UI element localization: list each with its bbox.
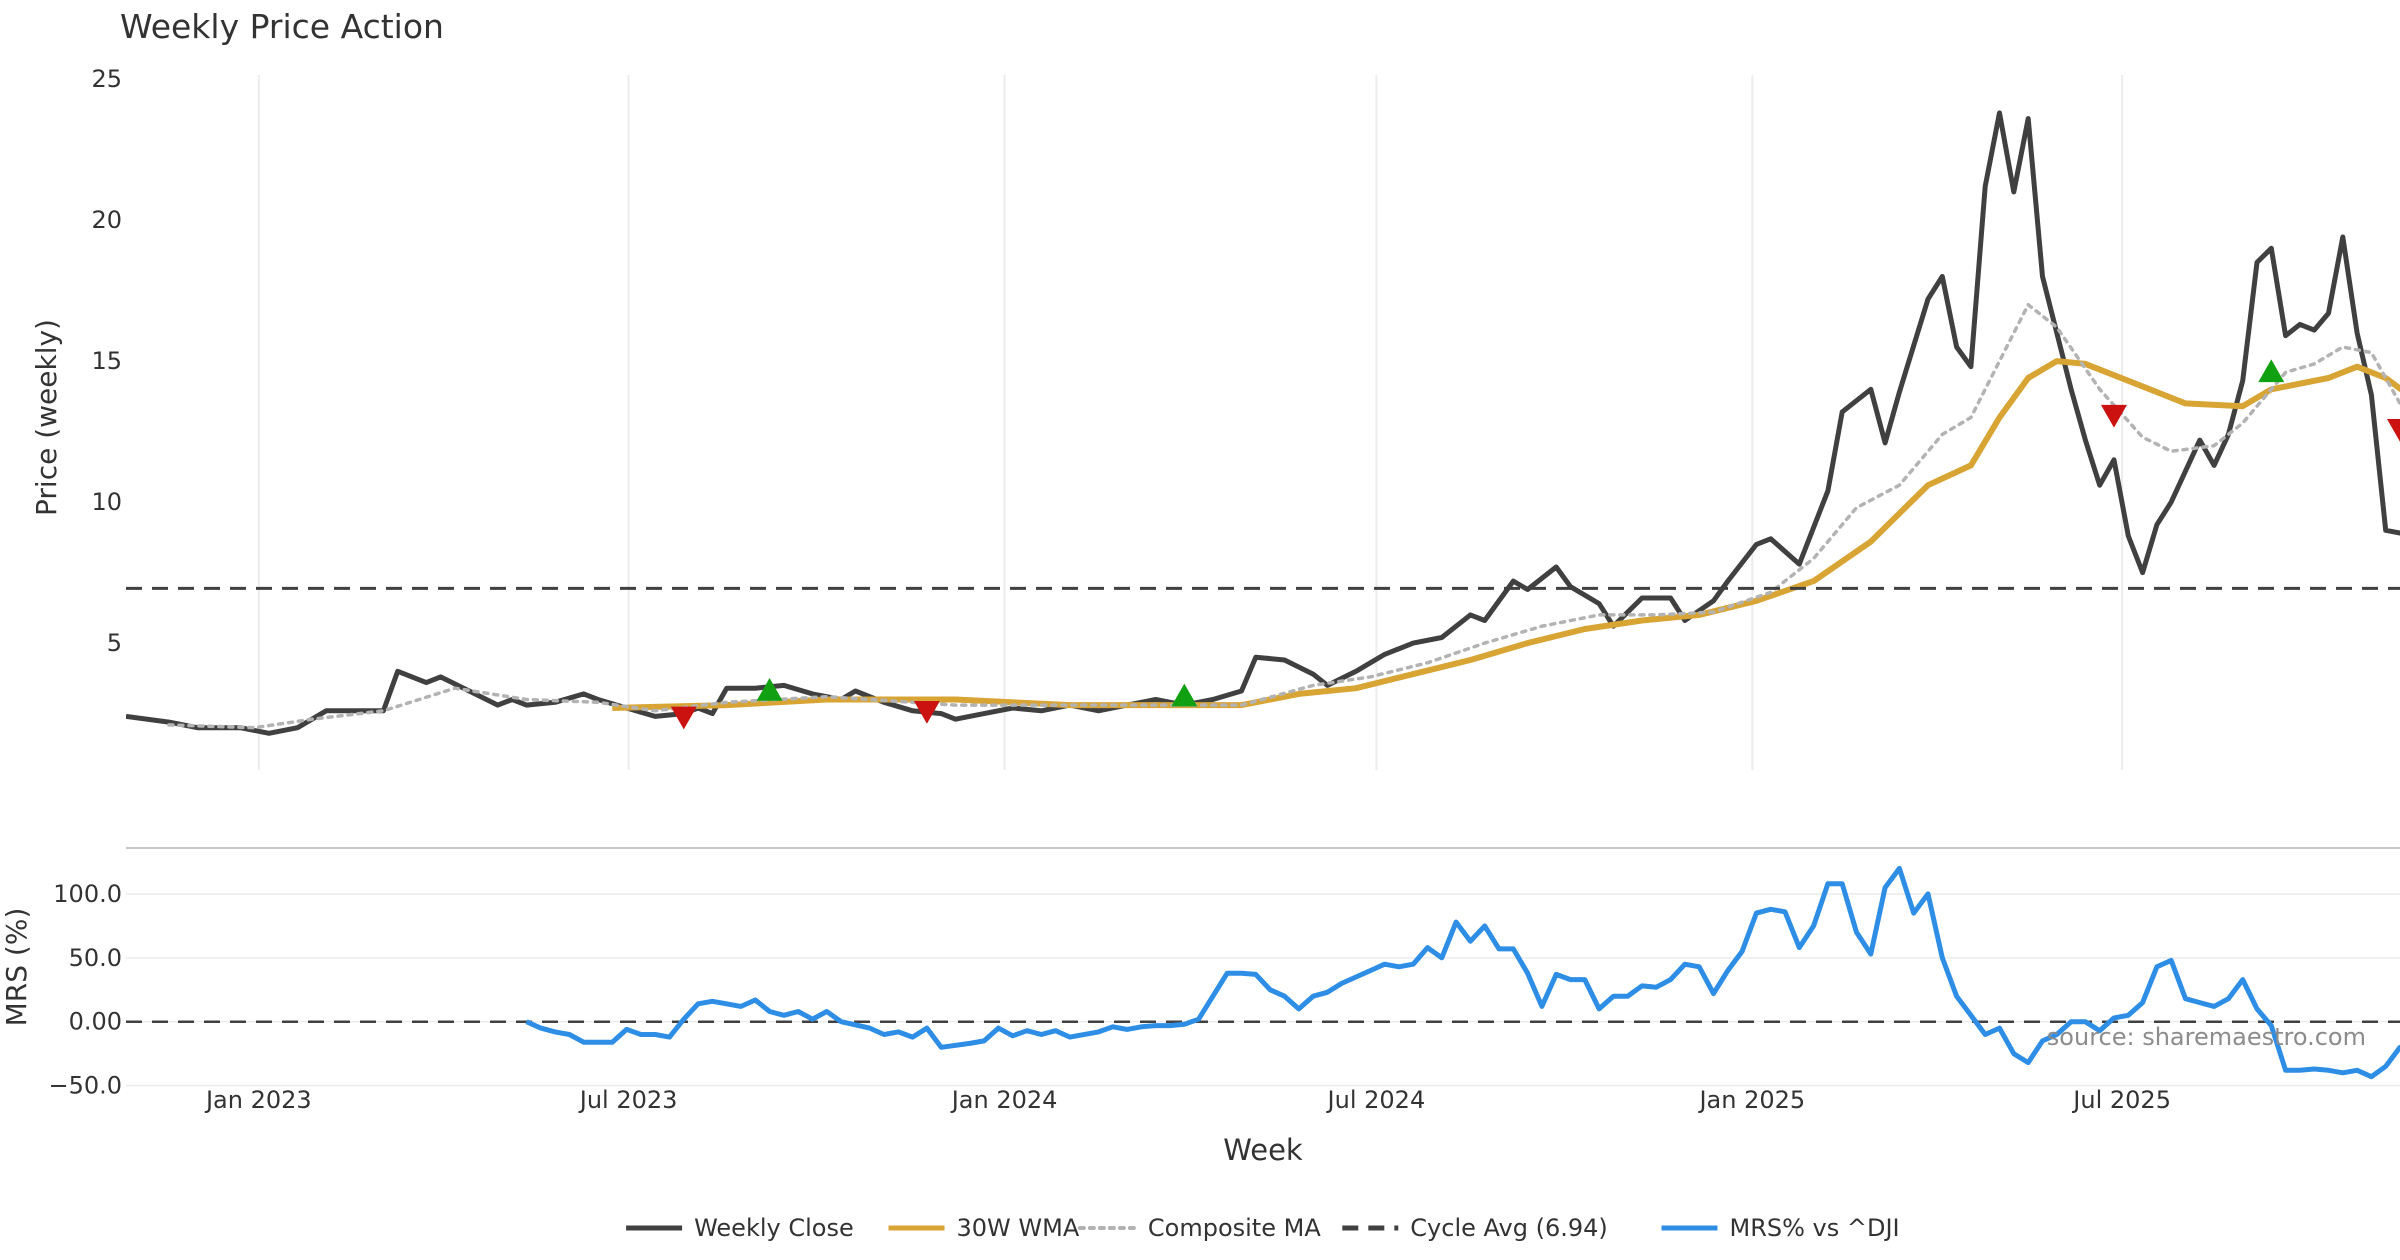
legend-item: MRS% vs ^DJI xyxy=(1661,1214,1900,1242)
mrs-y-tick-label: −50.0 xyxy=(48,1072,122,1100)
legend-item: Cycle Avg (6.94) xyxy=(1342,1214,1608,1242)
price-y-tick-label: 10 xyxy=(91,488,122,516)
price-panel: 5 10 15 20 25 Price (weekly) xyxy=(30,65,2400,770)
mrs-y-tick-label: 0.00 xyxy=(69,1008,122,1036)
sell-signal-marker xyxy=(2100,404,2127,428)
buy-signal-marker xyxy=(2258,359,2285,383)
legend-label: 30W WMA xyxy=(957,1214,1080,1242)
source-text: source: sharemaestro.com xyxy=(2047,1023,2366,1051)
x-tick-label: Jan 2025 xyxy=(1697,1086,1805,1114)
x-tick-label: Jul 2024 xyxy=(1326,1086,1426,1114)
price-series-group xyxy=(126,110,2400,736)
price-y-tick-label: 5 xyxy=(107,629,122,657)
sell-signal-marker xyxy=(2387,419,2400,442)
series-weekly-close-line xyxy=(126,110,2400,736)
legend-label: Composite MA xyxy=(1148,1214,1321,1242)
legend-item: Weekly Close xyxy=(626,1214,854,1242)
x-tick-label: Jul 2025 xyxy=(2071,1086,2171,1114)
x-tick-label: Jul 2023 xyxy=(578,1086,678,1114)
legend: Weekly Close 30W WMA Composite MA Cycle Avg… xyxy=(626,1214,1900,1242)
price-y-axis-label: Price (weekly) xyxy=(30,319,63,516)
legend-item: Composite MA xyxy=(1077,1214,1321,1242)
sell-signal-marker xyxy=(670,706,697,730)
legend-item: 30W WMA xyxy=(888,1214,1080,1242)
mrs-y-tick-label: 100.0 xyxy=(53,880,122,908)
price-y-tick-label: 15 xyxy=(91,347,122,375)
legend-label: Cycle Avg (6.94) xyxy=(1410,1214,1607,1242)
x-axis: Jan 2023 Jul 2023 Jan 2024 Jul 2024 Jan 2025… xyxy=(204,1086,2171,1114)
series-mrs-line xyxy=(525,865,2400,1080)
buy-signal-marker xyxy=(1171,683,1198,707)
price-y-tick-label: 20 xyxy=(91,206,122,234)
x-tick-label: Jan 2023 xyxy=(204,1086,312,1114)
series-composite-ma-line xyxy=(167,302,2400,730)
x-axis-label: Week xyxy=(1223,1133,1303,1167)
series-30w-wma-line xyxy=(612,358,2400,711)
mrs-y-axis-label: MRS (%) xyxy=(0,908,33,1027)
buy-signal-marker xyxy=(756,678,783,701)
sell-signal-marker xyxy=(913,701,940,724)
chart-title: Weekly Price Action xyxy=(120,7,444,46)
mrs-series-group xyxy=(126,865,2400,1080)
mrs-panel: 100.0 50.0 0.00 −50.0 MRS (%) xyxy=(0,847,2400,1100)
mrs-y-tick-label: 50.0 xyxy=(69,944,122,972)
legend-label: MRS% vs ^DJI xyxy=(1730,1214,1900,1242)
legend-label: Weekly Close xyxy=(694,1214,854,1242)
price-y-tick-label: 25 xyxy=(91,65,122,93)
x-tick-label: Jan 2024 xyxy=(950,1086,1058,1114)
